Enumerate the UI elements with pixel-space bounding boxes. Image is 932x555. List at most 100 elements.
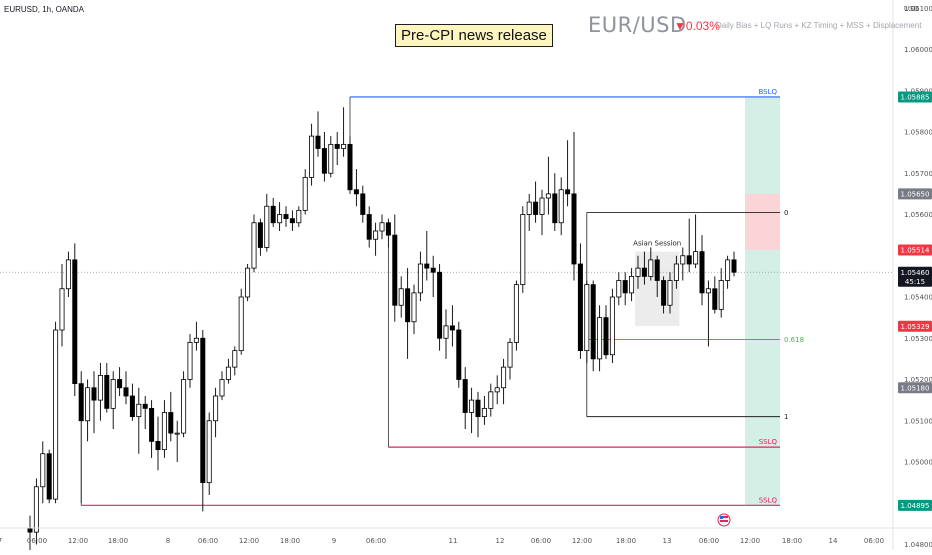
candle[interactable] [475, 391, 481, 438]
candle[interactable] [712, 276, 718, 314]
candle[interactable] [366, 206, 372, 248]
candle[interactable] [603, 305, 609, 359]
candle[interactable] [469, 387, 475, 434]
candle[interactable] [718, 268, 724, 318]
candle[interactable] [699, 235, 705, 306]
candle[interactable] [379, 214, 385, 240]
candle[interactable] [545, 156, 551, 215]
price-tag-2[interactable]: 1.05329 [898, 320, 932, 332]
candle[interactable] [225, 358, 231, 384]
candle[interactable] [33, 478, 39, 545]
candle[interactable] [539, 189, 545, 236]
candle[interactable] [635, 255, 641, 289]
candle[interactable] [360, 185, 366, 223]
candle[interactable] [219, 371, 225, 401]
candle[interactable] [597, 305, 603, 372]
candle[interactable] [174, 420, 180, 462]
candle[interactable] [501, 358, 507, 405]
candle[interactable] [309, 123, 315, 186]
symbol-label[interactable]: EURUSD, 1h, OANDA [4, 5, 85, 14]
candle[interactable] [456, 321, 462, 388]
candle[interactable] [347, 136, 353, 194]
candle[interactable] [251, 214, 257, 273]
candle[interactable] [296, 206, 302, 227]
candle[interactable] [213, 387, 219, 438]
price-tag-3[interactable]: 1.05180 [898, 382, 932, 394]
candle[interactable] [680, 247, 686, 281]
candle[interactable] [245, 264, 251, 302]
candle[interactable] [277, 202, 283, 231]
candle[interactable] [238, 288, 244, 355]
candle[interactable] [78, 371, 84, 504]
candle[interactable] [53, 321, 59, 504]
candle[interactable] [97, 363, 103, 421]
candle[interactable] [264, 193, 270, 252]
candle[interactable] [270, 198, 276, 227]
candle[interactable] [85, 379, 91, 442]
candle[interactable] [526, 193, 532, 231]
candle[interactable] [142, 396, 148, 429]
candle[interactable] [577, 243, 583, 359]
candle[interactable] [123, 371, 129, 405]
candle[interactable] [565, 140, 571, 207]
callout-note[interactable]: Pre-CPI news release [395, 24, 553, 47]
candle[interactable] [571, 132, 577, 281]
candle[interactable] [705, 280, 711, 347]
candle[interactable] [155, 416, 161, 471]
price-tag-1[interactable]: 1.05514 [898, 244, 932, 256]
candle[interactable] [590, 280, 596, 372]
candle[interactable] [398, 276, 404, 318]
candle[interactable] [193, 321, 199, 351]
candle[interactable] [91, 371, 97, 434]
candle[interactable] [513, 280, 519, 351]
candle[interactable] [609, 288, 615, 363]
candle[interactable] [533, 181, 539, 223]
candle[interactable] [507, 338, 513, 380]
candle[interactable] [629, 268, 635, 302]
candle[interactable] [302, 169, 308, 215]
candle[interactable] [430, 255, 436, 297]
candle[interactable] [168, 391, 174, 442]
candle[interactable] [411, 284, 417, 335]
candle[interactable] [315, 111, 321, 157]
candle[interactable] [481, 396, 487, 425]
candle[interactable] [686, 218, 692, 273]
candle[interactable] [200, 330, 206, 512]
candle[interactable] [385, 218, 391, 248]
candle[interactable] [654, 255, 660, 297]
flag-icon[interactable] [717, 513, 731, 527]
price-tag-sslq-lower[interactable]: 1.04895 [898, 499, 932, 511]
candle[interactable] [437, 264, 443, 351]
candle[interactable] [449, 305, 455, 347]
candle[interactable] [667, 272, 673, 314]
candle[interactable] [558, 177, 564, 236]
candle[interactable] [616, 272, 622, 306]
candle[interactable] [488, 383, 494, 417]
candle[interactable] [622, 272, 628, 306]
candle[interactable] [110, 371, 116, 429]
candle[interactable] [321, 132, 327, 182]
candle[interactable] [65, 251, 71, 297]
candle[interactable] [187, 334, 193, 388]
candle[interactable] [552, 173, 558, 231]
candle[interactable] [693, 214, 699, 269]
price-tag-bslq[interactable]: 1.05885 [898, 91, 932, 103]
candle[interactable] [136, 387, 142, 454]
candle[interactable] [206, 412, 212, 496]
candle[interactable] [417, 251, 423, 302]
candle[interactable] [104, 363, 110, 413]
candle[interactable] [353, 169, 359, 207]
candle[interactable] [661, 276, 667, 314]
indicator-legend[interactable]: Daily Bias + LQ Runs + KZ Timing + MSS +… [716, 21, 922, 30]
candle[interactable] [232, 346, 238, 376]
position-target-zone-short[interactable] [745, 249, 780, 506]
candle[interactable] [673, 255, 679, 289]
candle[interactable] [494, 375, 500, 405]
candle[interactable] [405, 268, 411, 359]
candle[interactable] [149, 400, 155, 458]
candle[interactable] [46, 449, 52, 504]
candle[interactable] [72, 243, 78, 396]
